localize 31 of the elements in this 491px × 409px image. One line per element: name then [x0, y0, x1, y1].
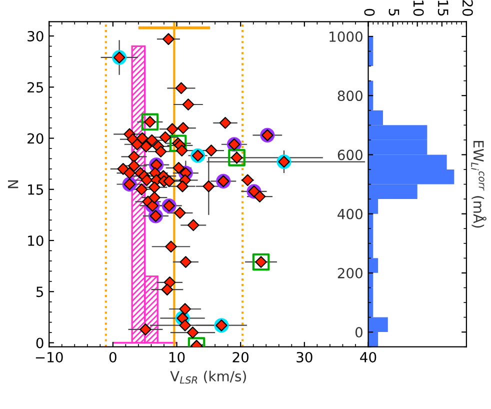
y-tick-label: 30: [28, 30, 44, 42]
point: [228, 149, 246, 166]
y-tick-label: 1000: [330, 31, 362, 42]
y-tick-label: 10: [28, 235, 44, 246]
y-tick-label: 0: [36, 338, 44, 348]
y-tick-label: 20: [28, 133, 44, 144]
y-tick-label: 400: [338, 208, 362, 220]
x-tick-label: 10: [169, 352, 185, 362]
x-tick-label: 5: [388, 9, 400, 16]
x-tick-label: 0: [109, 352, 116, 362]
point: [141, 113, 159, 131]
x-tick-label: 0: [364, 8, 375, 16]
x-tick-label: −10: [36, 352, 63, 362]
y-tick-label: 800: [338, 90, 362, 102]
y-tick-label: 25: [28, 82, 44, 93]
y-tick-label: 600: [338, 150, 362, 160]
x-tick-label: 20: [462, 0, 473, 16]
point: [252, 253, 270, 271]
x-tick-label: 15: [438, 0, 448, 16]
x-axis-title: V$_{LSR}$ (km/s): [170, 370, 246, 384]
y-tick-label: 15: [28, 184, 44, 195]
x-tick-label: 10: [413, 0, 424, 16]
y-axis-title: N: [8, 180, 18, 188]
point: [169, 134, 187, 152]
x-tick-label: 30: [296, 352, 312, 362]
y-axis-title: EW$_{Li}$$^{corr}$ (mÅ): [471, 140, 486, 228]
x-tick-label: 20: [232, 352, 249, 362]
x-tick-label: 40: [360, 352, 376, 362]
y-tick-label: 5: [36, 286, 44, 298]
y-tick-label: 0: [355, 327, 362, 338]
y-tick-label: 200: [338, 268, 362, 278]
